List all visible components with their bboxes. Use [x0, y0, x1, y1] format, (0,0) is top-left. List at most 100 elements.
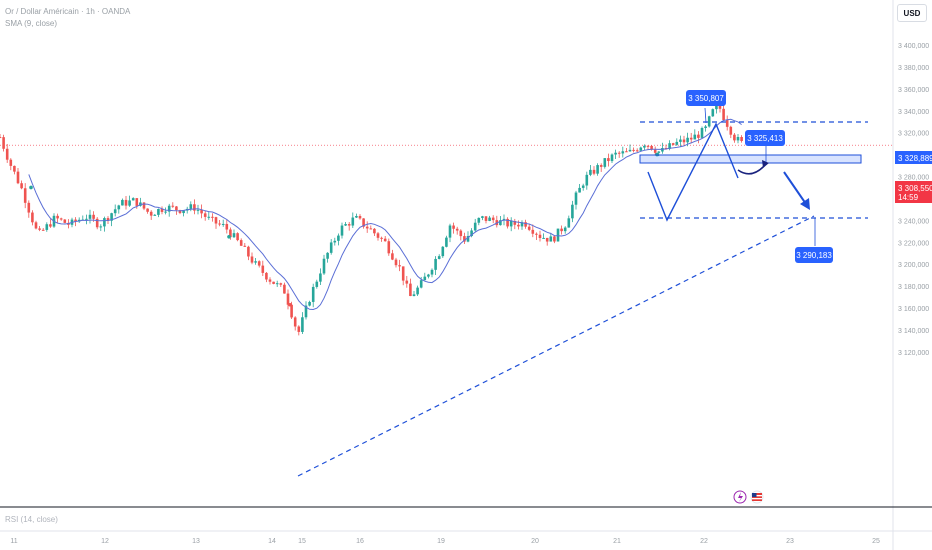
candle-body [373, 228, 376, 234]
candles-group [0, 99, 743, 336]
candle-body [297, 326, 301, 332]
candle-body [423, 276, 427, 281]
candle-body [301, 317, 304, 332]
candle-body [556, 228, 560, 242]
candle-body [596, 165, 599, 174]
candle-body [697, 134, 700, 138]
x-tick-label: 16 [356, 538, 364, 545]
y-tick-label: 3 200,000 [898, 262, 929, 269]
candle-body [232, 233, 236, 238]
candle-body [715, 103, 718, 110]
y-tick-label: 3 380,000 [898, 65, 929, 72]
candle-body [463, 236, 466, 242]
y-tick-label: 3 140,000 [898, 328, 929, 335]
ascending-trendline[interactable] [297, 215, 815, 477]
candle-body [441, 246, 445, 257]
neckline-zone[interactable] [639, 154, 862, 164]
candle-body [203, 213, 207, 217]
curved-projection-arrow[interactable] [737, 163, 767, 175]
candle-body [700, 128, 704, 138]
x-tick-label: 11 [10, 538, 17, 545]
candle-body [419, 280, 423, 288]
candle-body [416, 287, 419, 295]
candle-body [257, 261, 261, 266]
candle-body [13, 165, 16, 172]
x-tick-label: 15 [298, 538, 306, 545]
candle-body [668, 143, 671, 149]
candle-body [394, 259, 398, 266]
candle-body [99, 226, 103, 228]
candle-body [466, 236, 470, 242]
zone-price-text: 3 328,889 [898, 154, 932, 163]
candle-body [470, 230, 473, 237]
candle-body [671, 143, 675, 145]
candle-body [445, 237, 448, 247]
price-callout-box[interactable] [745, 130, 785, 146]
candle-body [211, 216, 214, 218]
signal-dot [29, 185, 33, 190]
sma-indicator-label[interactable]: SMA (9, close) [5, 19, 58, 28]
signal-dot [288, 302, 292, 307]
price-callout-box[interactable] [795, 247, 833, 263]
candle-body [531, 229, 535, 234]
candle-body [650, 145, 653, 150]
candle-body [387, 241, 391, 254]
candle-body [560, 228, 563, 232]
candle-body [603, 158, 607, 167]
currency-button[interactable]: USD [897, 4, 927, 22]
price-callout-text: 3 325,413 [747, 134, 783, 143]
rsi-indicator-label[interactable]: RSI (14, close) [5, 515, 58, 524]
candle-body [182, 210, 185, 214]
candle-body [733, 134, 736, 141]
candle-body [358, 216, 362, 219]
candle-body [308, 301, 311, 306]
candle-body [401, 266, 405, 281]
down-projection-arrow[interactable] [783, 171, 807, 205]
candle-body [340, 225, 344, 236]
candle-body [527, 226, 531, 230]
candle-body [326, 252, 329, 259]
candle-body [157, 209, 160, 215]
candle-body [261, 265, 265, 273]
candle-body [229, 229, 232, 238]
candle-body [592, 169, 596, 174]
candle-body [333, 240, 337, 243]
candle-body [589, 169, 592, 175]
candle-body [563, 227, 567, 232]
candle-body [268, 279, 272, 282]
candle-body [585, 174, 589, 186]
candle-body [405, 280, 409, 284]
candle-body [355, 216, 358, 218]
candle-body [31, 212, 34, 223]
price-callout-box[interactable] [686, 90, 726, 106]
candle-body [286, 293, 290, 305]
candle-body [369, 228, 373, 230]
candle-body [279, 283, 283, 285]
candle-body [189, 204, 193, 209]
candle-body [434, 258, 437, 270]
candle-body [477, 217, 481, 223]
candle-body [250, 256, 254, 263]
candle-body [239, 240, 243, 246]
symbol-title[interactable]: Or / Dollar Américain · 1h · OANDA [5, 7, 131, 16]
candle-body [221, 223, 225, 225]
candle-body [398, 265, 401, 267]
x-tick-label: 21 [613, 538, 621, 545]
candle-body [607, 158, 610, 162]
zone-price-tag [895, 151, 932, 164]
lightning-icon[interactable] [733, 490, 747, 504]
chart-legend: Or / Dollar Américain · 1h · OANDA SMA (… [5, 6, 130, 30]
candle-body [337, 235, 340, 241]
us-flag-icon[interactable] [750, 490, 764, 504]
candle-body [74, 219, 77, 222]
double-pattern-zigzag[interactable] [647, 122, 739, 222]
candle-body [362, 218, 365, 227]
candle-body [293, 317, 297, 327]
candle-body [459, 230, 463, 237]
candle-body [149, 211, 153, 216]
y-tick-label: 3 120,000 [898, 350, 929, 357]
candle-body [135, 198, 139, 206]
candle-body [131, 198, 135, 201]
candle-body [704, 126, 707, 129]
